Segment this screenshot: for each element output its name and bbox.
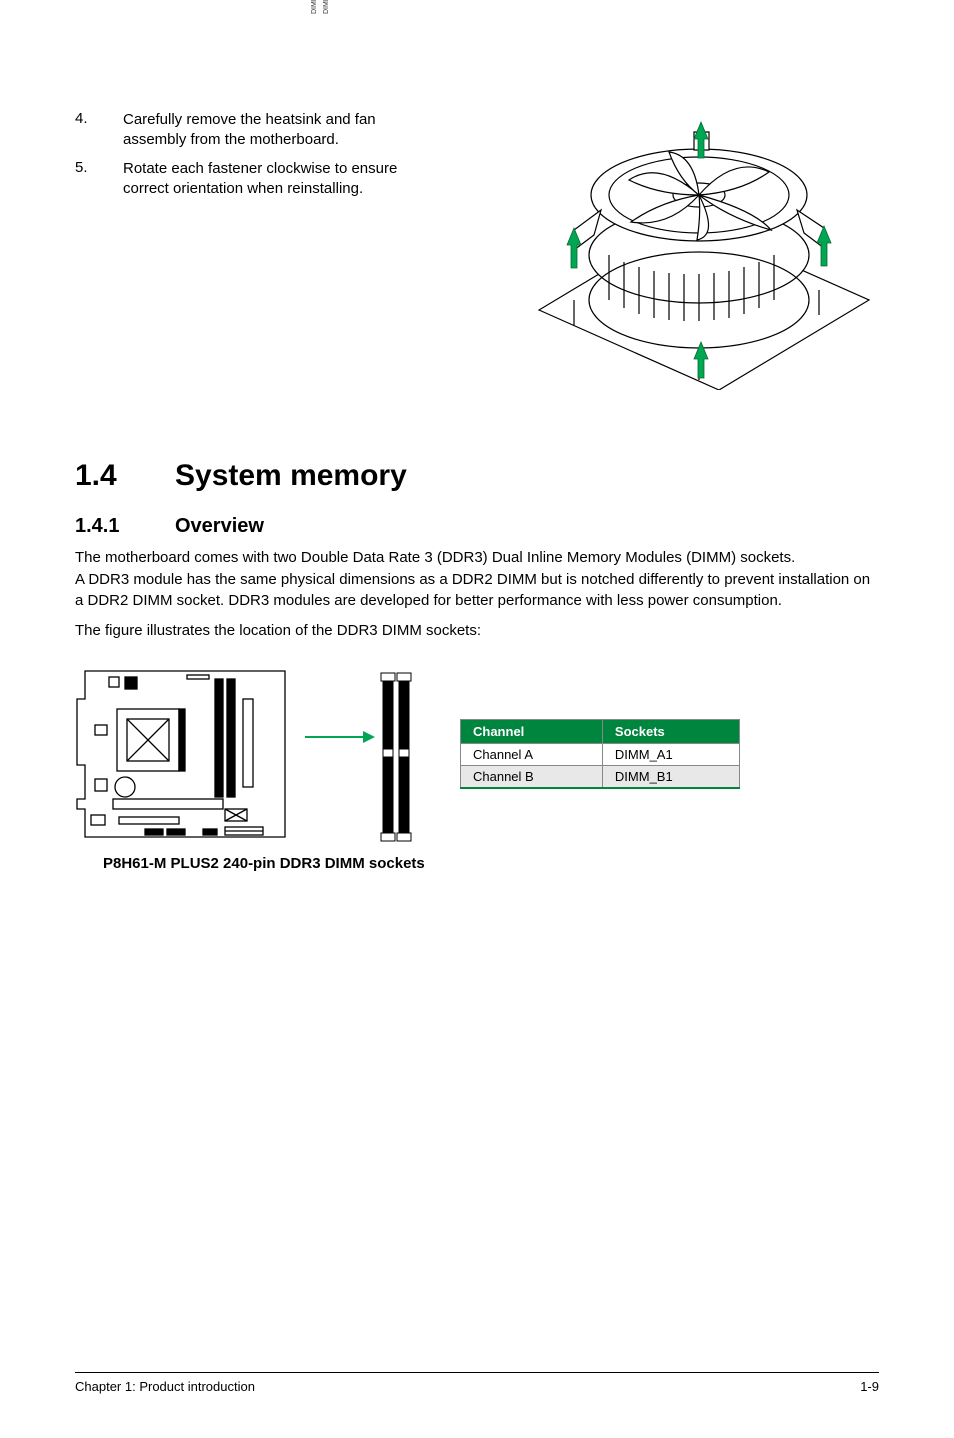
paragraph-3: The figure illustrates the location of t… [75, 621, 879, 641]
td-channel-b: Channel B [461, 766, 603, 789]
td-channel-a: Channel A [461, 744, 603, 766]
step-text: Rotate each fastener clockwise to ensure… [123, 159, 443, 200]
heatsink-fan-diagram [519, 100, 879, 390]
dimm-diagram-row: DIMM_A1 DIMM_B1 Channel Sockets Channel … [75, 659, 879, 849]
diagram-caption: P8H61-M PLUS2 240-pin DDR3 DIMM sockets [103, 855, 879, 872]
step-text: Carefully remove the heatsink and fan as… [123, 110, 443, 151]
subsection-title: Overview [175, 515, 264, 538]
page-footer: Chapter 1: Product introduction 1-9 [75, 1372, 879, 1394]
footer-left: Chapter 1: Product introduction [75, 1379, 255, 1394]
subsection-number: 1.4.1 [75, 515, 175, 538]
table-header-row: Channel Sockets [461, 720, 740, 744]
section-number: 1.4 [75, 459, 175, 493]
section-heading: 1.4 System memory [75, 459, 879, 493]
paragraph-1: The motherboard comes with two Double Da… [75, 548, 879, 568]
motherboard-schematic [75, 659, 305, 849]
paragraph-2: A DDR3 module has the same physical dime… [75, 570, 879, 611]
dimm-slots-detail [305, 659, 425, 849]
step-number: 4. [75, 110, 123, 151]
table-row: Channel B DIMM_B1 [461, 766, 740, 789]
dimm-label-b1: DIMM_B1 [323, 0, 330, 14]
subsection-heading: 1.4.1 Overview [75, 515, 879, 538]
footer-right: 1-9 [860, 1379, 879, 1394]
th-channel: Channel [461, 720, 603, 744]
table-row: Channel A DIMM_A1 [461, 744, 740, 766]
td-dimm-a1: DIMM_A1 [602, 744, 739, 766]
td-dimm-b1: DIMM_B1 [602, 766, 739, 789]
section-title: System memory [175, 459, 407, 493]
channel-sockets-table: Channel Sockets Channel A DIMM_A1 Channe… [460, 719, 740, 789]
step-number: 5. [75, 159, 123, 200]
th-sockets: Sockets [602, 720, 739, 744]
dimm-label-a1: DIMM_A1 [311, 0, 318, 14]
